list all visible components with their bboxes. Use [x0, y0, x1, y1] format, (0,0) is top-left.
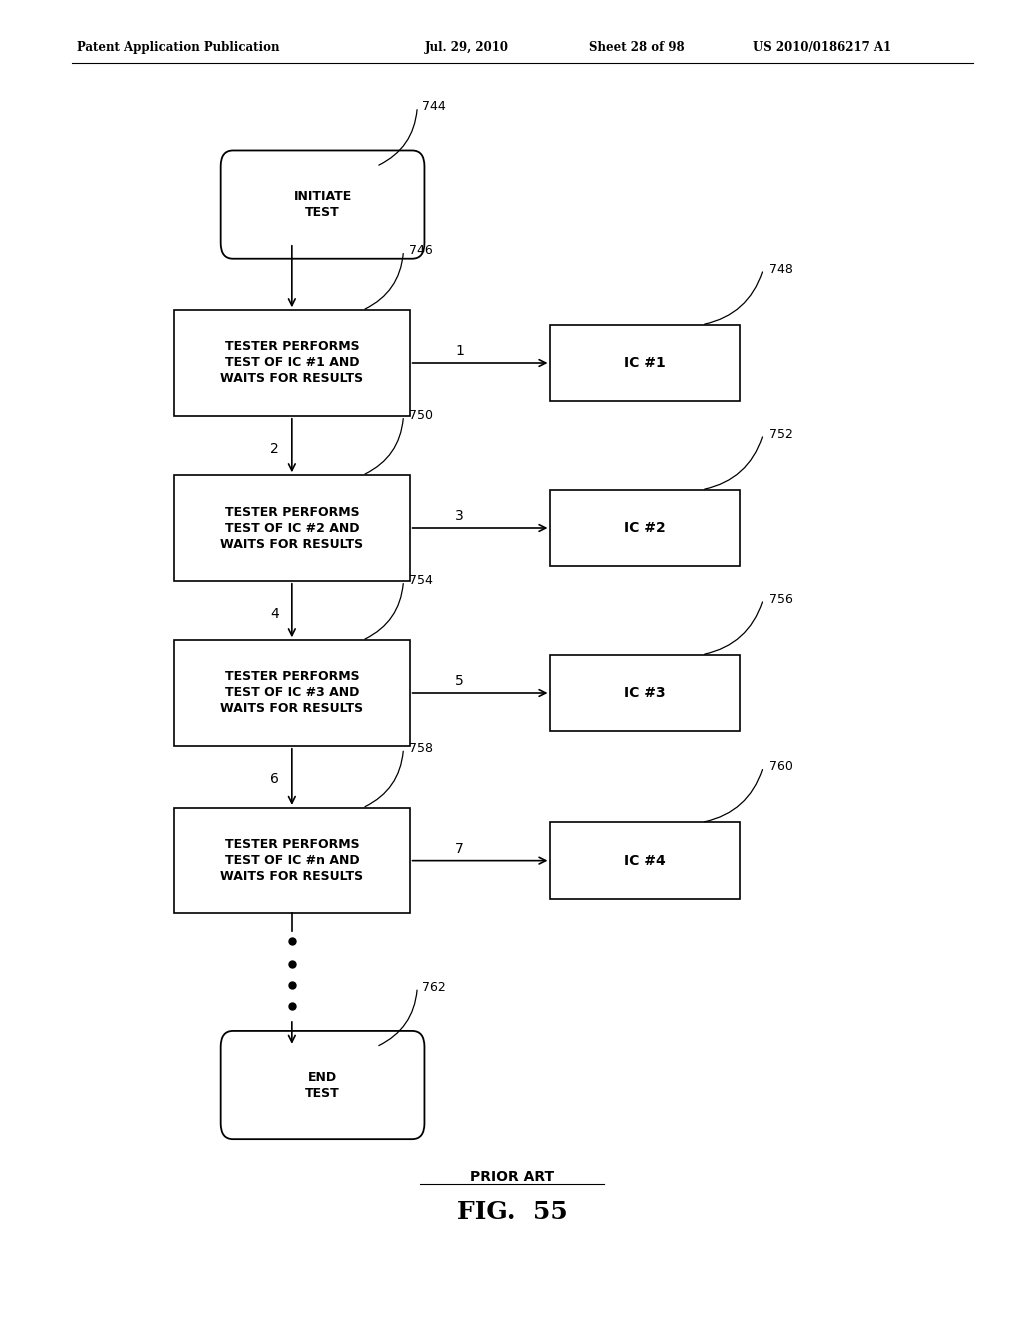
Text: 1: 1: [455, 345, 464, 358]
Text: 758: 758: [409, 742, 432, 755]
Text: Sheet 28 of 98: Sheet 28 of 98: [589, 41, 684, 54]
Text: TESTER PERFORMS
TEST OF IC #1 AND
WAITS FOR RESULTS: TESTER PERFORMS TEST OF IC #1 AND WAITS …: [220, 341, 364, 385]
Text: 756: 756: [768, 593, 793, 606]
Text: 760: 760: [768, 760, 793, 774]
Text: IC #2: IC #2: [625, 521, 666, 535]
FancyBboxPatch shape: [174, 640, 410, 746]
Text: 748: 748: [768, 263, 793, 276]
Text: 4: 4: [270, 607, 279, 620]
FancyBboxPatch shape: [551, 490, 739, 566]
Text: 762: 762: [422, 981, 446, 994]
Text: 752: 752: [768, 428, 793, 441]
Text: 744: 744: [422, 100, 446, 114]
Text: PRIOR ART: PRIOR ART: [470, 1171, 554, 1184]
FancyBboxPatch shape: [551, 822, 739, 899]
Text: 3: 3: [455, 510, 464, 523]
Text: INITIATE
TEST: INITIATE TEST: [294, 190, 351, 219]
Text: US 2010/0186217 A1: US 2010/0186217 A1: [753, 41, 891, 54]
FancyBboxPatch shape: [174, 808, 410, 913]
Text: 2: 2: [270, 442, 279, 455]
FancyBboxPatch shape: [221, 150, 424, 259]
Text: Jul. 29, 2010: Jul. 29, 2010: [425, 41, 509, 54]
Text: TESTER PERFORMS
TEST OF IC #3 AND
WAITS FOR RESULTS: TESTER PERFORMS TEST OF IC #3 AND WAITS …: [220, 671, 364, 715]
Text: FIG.  55: FIG. 55: [457, 1200, 567, 1224]
FancyBboxPatch shape: [174, 310, 410, 416]
Text: IC #1: IC #1: [625, 356, 666, 370]
Text: 6: 6: [270, 772, 279, 785]
Text: 750: 750: [409, 409, 432, 422]
Text: 5: 5: [455, 675, 464, 688]
Text: 754: 754: [409, 574, 432, 587]
Text: 746: 746: [409, 244, 432, 257]
FancyBboxPatch shape: [221, 1031, 424, 1139]
Text: Patent Application Publication: Patent Application Publication: [77, 41, 280, 54]
Text: END
TEST: END TEST: [305, 1071, 340, 1100]
Text: 7: 7: [455, 842, 464, 855]
FancyBboxPatch shape: [174, 475, 410, 581]
FancyBboxPatch shape: [551, 655, 739, 731]
Text: TESTER PERFORMS
TEST OF IC #n AND
WAITS FOR RESULTS: TESTER PERFORMS TEST OF IC #n AND WAITS …: [220, 838, 364, 883]
Text: IC #3: IC #3: [625, 686, 666, 700]
FancyBboxPatch shape: [551, 325, 739, 401]
Text: TESTER PERFORMS
TEST OF IC #2 AND
WAITS FOR RESULTS: TESTER PERFORMS TEST OF IC #2 AND WAITS …: [220, 506, 364, 550]
Text: IC #4: IC #4: [625, 854, 666, 867]
